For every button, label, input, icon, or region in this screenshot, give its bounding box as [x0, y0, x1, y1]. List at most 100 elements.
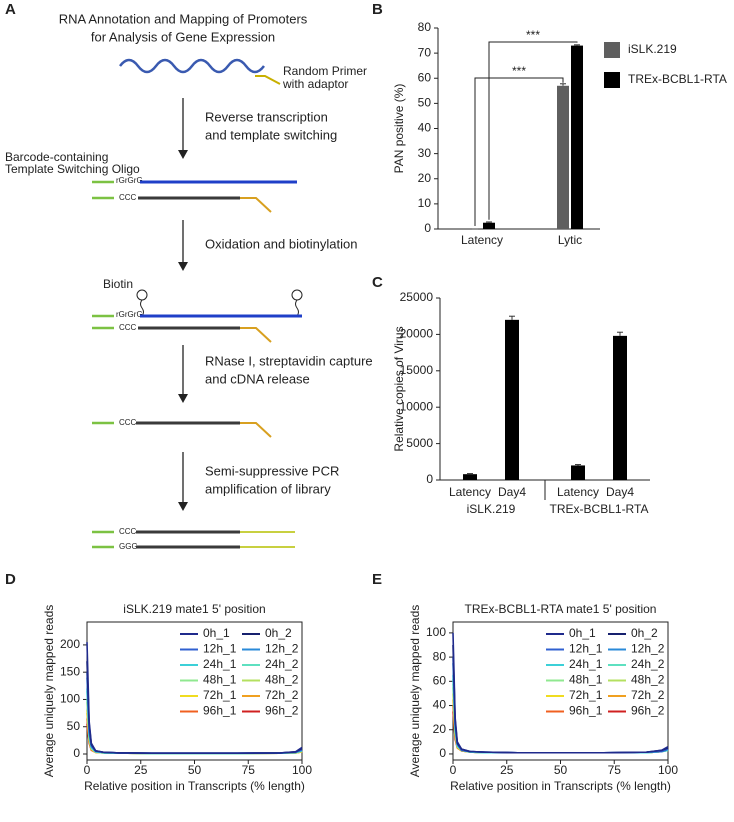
legend-label: 96h_1 — [203, 704, 237, 718]
arrow — [178, 220, 188, 271]
bar — [571, 465, 585, 480]
y-tick-label: 100 — [426, 625, 446, 639]
y-tick-label: 50 — [67, 719, 81, 733]
y-tick-label: 0 — [73, 746, 80, 760]
y-axis-label: Relative copies of Virus — [392, 326, 406, 451]
legend-label: 0h_1 — [569, 626, 596, 640]
legend-label: 72h_2 — [631, 688, 665, 702]
y-tick-label: 200 — [60, 637, 80, 651]
legend-label: 24h_1 — [203, 657, 237, 671]
adaptor — [240, 422, 272, 438]
primer-label: Random Primer — [283, 64, 367, 78]
y-tick-label: 70 — [418, 45, 432, 59]
y-tick-label: 40 — [418, 121, 432, 135]
y-tick-label: 20 — [418, 171, 432, 185]
series-line — [86, 642, 303, 754]
step-label: Semi-suppressive PCR — [205, 463, 339, 478]
bar — [483, 222, 495, 229]
diagram-title: RNA Annotation and Mapping of Promoters — [59, 11, 308, 26]
arrow — [178, 345, 188, 403]
y-tick-label: 30 — [418, 146, 432, 160]
y-tick-label: 0 — [424, 221, 431, 235]
y-tick-label: 60 — [433, 673, 447, 687]
bar — [571, 45, 583, 230]
legend-label: 72h_1 — [203, 688, 237, 702]
step-label: Reverse transcription — [205, 109, 328, 124]
panel-label: D — [5, 571, 16, 588]
series-line — [86, 723, 303, 755]
legend-label: 0h_2 — [631, 626, 658, 640]
y-tick-label: 40 — [433, 698, 447, 712]
biotin — [291, 289, 303, 301]
x-tick-label: Lytic — [558, 233, 582, 247]
x-tick-label: 75 — [608, 763, 622, 777]
bar — [505, 319, 519, 480]
x-tick-label: Day4 — [498, 485, 526, 499]
linker — [295, 299, 299, 317]
legend-label: 24h_1 — [569, 657, 603, 671]
legend-swatch — [604, 42, 620, 58]
x-tick-label: 75 — [242, 763, 256, 777]
series-line — [452, 632, 669, 754]
diagram-title: for Analysis of Gene Expression — [91, 29, 275, 44]
step-label: Oxidation and biotinylation — [205, 236, 358, 251]
y-tick-label: 5000 — [406, 436, 433, 450]
y-tick-label: 80 — [433, 649, 447, 663]
legend-label: 24h_2 — [265, 657, 299, 671]
x-axis-label: Relative position in Transcripts (% leng… — [84, 779, 305, 793]
x-tick-label: Latency — [461, 233, 503, 247]
primer-label: with adaptor — [282, 77, 348, 91]
strand-label: CCC — [119, 418, 137, 427]
series-line — [452, 711, 669, 754]
series-line — [452, 693, 669, 754]
y-axis-label: Average uniquely mapped reads — [408, 605, 422, 778]
x-tick-label: 25 — [500, 763, 514, 777]
y-tick-label: 60 — [418, 70, 432, 84]
significance-bracket — [488, 41, 578, 220]
legend-label: 96h_2 — [265, 704, 299, 718]
strand-label: GGG — [119, 542, 138, 551]
adaptor — [240, 197, 272, 213]
panel-label: E — [372, 571, 382, 588]
x-tick-label: Latency — [557, 485, 599, 499]
step-label: and template switching — [205, 127, 337, 142]
legend-label: 48h_2 — [631, 673, 665, 687]
legend-label: 0h_1 — [203, 626, 230, 640]
step-label: RNase I, streptavidin capture — [205, 353, 373, 368]
arrow — [178, 98, 188, 159]
arrow — [178, 452, 188, 511]
y-axis-label: PAN positive (%) — [392, 84, 406, 174]
x-tick-label: Latency — [449, 485, 491, 499]
legend-label: 12h_2 — [265, 642, 299, 656]
chart-title: TREx-BCBL1-RTA mate1 5' position — [465, 602, 657, 616]
strand-label: rGrGrG — [116, 310, 143, 319]
bar — [463, 474, 477, 480]
x-tick-label: 100 — [292, 763, 312, 777]
chart-title: iSLK.219 mate1 5' position — [123, 602, 265, 616]
legend-label: 48h_1 — [569, 673, 603, 687]
y-tick-label: 0 — [426, 472, 433, 486]
group-label: TREx-BCBL1-RTA — [550, 502, 649, 516]
linker — [140, 299, 144, 317]
legend-label: 12h_1 — [203, 642, 237, 656]
series-line — [86, 713, 303, 755]
significance-bracket — [474, 77, 564, 226]
strand-label: CCC — [119, 193, 137, 202]
legend-label: 96h_2 — [631, 704, 665, 718]
strand-label: rGrGrG — [116, 176, 143, 185]
y-tick-label: 20 — [433, 722, 447, 736]
x-tick-label: 0 — [84, 763, 91, 777]
legend-label: 24h_2 — [631, 657, 665, 671]
legend-label: 72h_2 — [265, 688, 299, 702]
legend-label: 12h_2 — [631, 642, 665, 656]
legend-label: iSLK.219 — [628, 42, 677, 56]
strand-label: CCC — [119, 527, 137, 536]
bar — [613, 335, 627, 480]
biotin-label: Biotin — [103, 277, 133, 291]
tso-label: Template Switching Oligo — [5, 162, 140, 176]
y-tick-label: 20000 — [400, 327, 434, 341]
y-axis-label: Average uniquely mapped reads — [42, 605, 56, 778]
adaptor — [240, 327, 272, 343]
step-label: amplification of library — [205, 481, 331, 496]
